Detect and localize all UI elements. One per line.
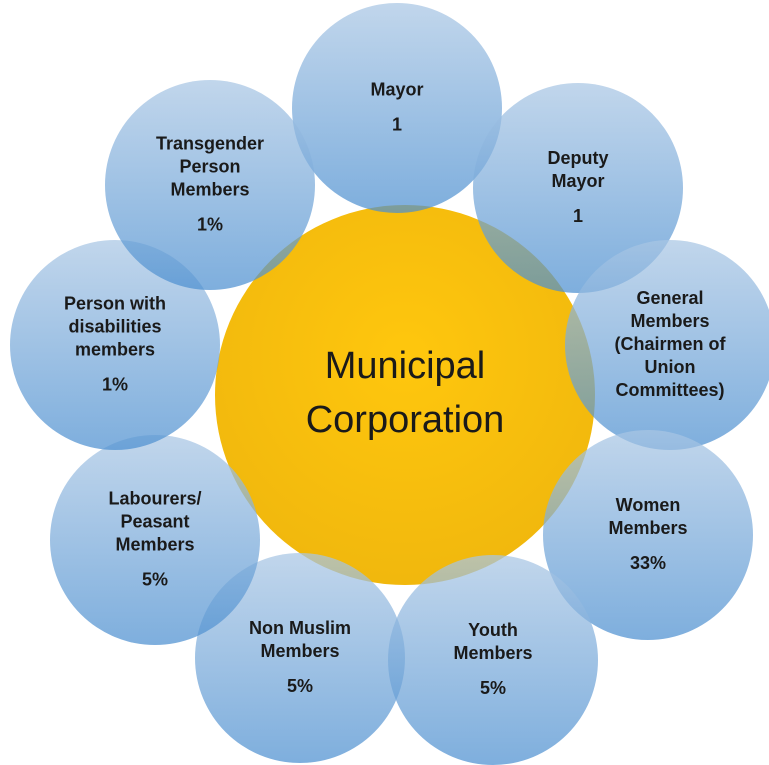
node-value: 1% — [197, 214, 223, 234]
center-label: Municipal — [325, 345, 486, 387]
node-label: Person — [179, 156, 240, 176]
center-label: Corporation — [306, 399, 505, 441]
node-label: General — [636, 288, 703, 308]
node-label: Committees) — [615, 380, 724, 400]
node-label: Members — [170, 179, 249, 199]
node-label: Peasant — [120, 511, 189, 531]
node-value: 1 — [573, 206, 583, 226]
node-label: Members — [260, 641, 339, 661]
node-value: 5% — [287, 676, 313, 696]
node-circle — [565, 240, 769, 450]
node-label: Transgender — [156, 133, 264, 153]
node-circle — [195, 553, 405, 763]
node-label: Non Muslim — [249, 618, 351, 638]
node-label: Members — [453, 643, 532, 663]
node-label: (Chairmen of — [614, 334, 726, 354]
node-value: 5% — [480, 678, 506, 698]
node-label: members — [75, 339, 155, 359]
node-circle — [10, 240, 220, 450]
node-label: Labourers/ — [108, 488, 201, 508]
node-value: 1% — [102, 374, 128, 394]
node-value: 5% — [142, 569, 168, 589]
node-label: Members — [630, 311, 709, 331]
node-circle — [292, 3, 502, 213]
node-label: Union — [645, 357, 696, 377]
node-label: Person with — [64, 293, 166, 313]
node-label: Mayor — [370, 79, 423, 99]
node-value: 1 — [392, 114, 402, 134]
node-label: Members — [608, 518, 687, 538]
node-label: Youth — [468, 620, 518, 640]
node-label: disabilities — [68, 316, 161, 336]
node-value: 33% — [630, 553, 666, 573]
node-circle — [473, 83, 683, 293]
node-circle — [388, 555, 598, 765]
node-label: Mayor — [551, 171, 604, 191]
node-circle — [105, 80, 315, 290]
node-label: Women — [616, 495, 681, 515]
center-circle — [215, 205, 595, 585]
node-label: Members — [115, 534, 194, 554]
node-circle — [50, 435, 260, 645]
node-circle — [543, 430, 753, 640]
node-label: Deputy — [547, 148, 608, 168]
